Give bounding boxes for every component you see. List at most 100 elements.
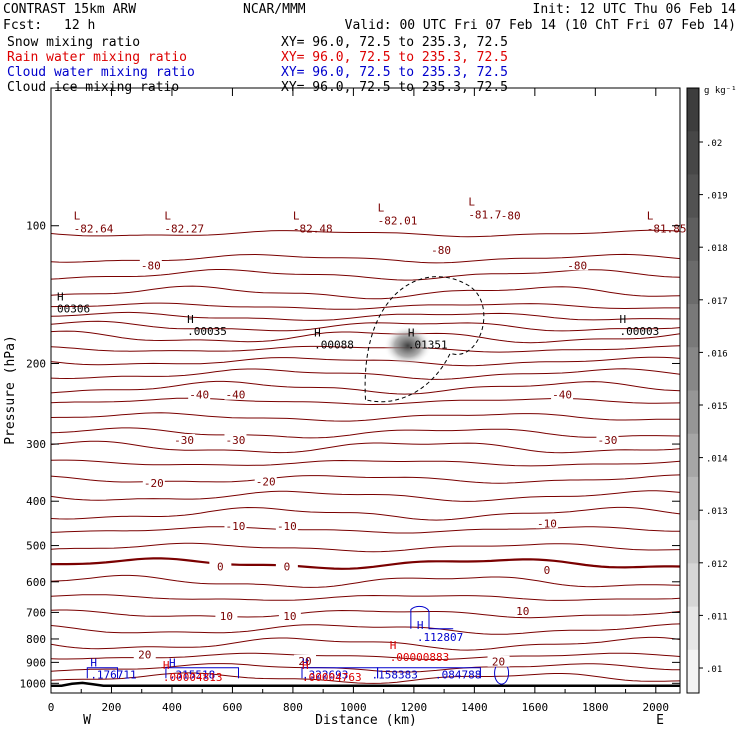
minimum-marker: L [164, 210, 171, 223]
field-name: Cloud water mixing ratio [7, 65, 195, 80]
field-name: Rain water mixing ratio [7, 50, 187, 65]
colorbar-swatch [687, 131, 699, 175]
contour-label-bg [224, 519, 247, 531]
x-tick-label: 400 [162, 701, 182, 714]
contour-label-bg [535, 517, 558, 529]
contour-label: 10 [283, 610, 296, 623]
temperature-contour [51, 636, 680, 651]
contour-label-bg [224, 388, 247, 400]
colorbar-swatch [687, 649, 699, 694]
contour-label-bg [275, 519, 298, 531]
model-title: CONTRAST 15km ARW [3, 2, 136, 17]
maximum-marker: H [302, 659, 309, 672]
init-time: Init: 12 UTC Thu 06 Feb 14 [533, 2, 737, 17]
contour-label: -20 [144, 477, 164, 490]
minimum-value: -81.7 [468, 208, 501, 221]
plot-area: -80 -80 -80 -80 -40 -40 -40 -30 -30 -30 -20 -20 -10 -… [50, 87, 687, 694]
colorbar-swatch [687, 520, 699, 564]
contour-label-bg [551, 388, 574, 400]
temperature-contour [51, 311, 680, 321]
contour-label-bg [275, 560, 298, 572]
maximum-marker: H [390, 639, 397, 652]
contour-label: -80 [431, 244, 451, 257]
colorbar-swatch [687, 563, 699, 608]
contour-label-bg [133, 648, 156, 660]
contour-label-bg [294, 654, 317, 666]
temperature-contour [51, 285, 680, 300]
contour-label: -10 [537, 517, 557, 530]
cloud-ice-contour [364, 276, 485, 403]
maximum-marker: H [620, 313, 627, 326]
minimum-value: -82.27 [164, 223, 204, 236]
colorbar-tick-label: .019 [706, 192, 728, 202]
contour-label: -30 [174, 434, 194, 447]
temperature-contour [51, 623, 680, 635]
contour-label: 0 [284, 561, 291, 574]
x-axis-title: Distance (km) [315, 713, 417, 728]
temperature-contour [51, 594, 680, 601]
colorbar-tick-label: .01 [706, 665, 722, 675]
x-tick-label: 2000 [643, 701, 670, 714]
colorbar-swatch [687, 304, 699, 348]
contour-label: -80 [501, 210, 521, 223]
maximum-value: .00003 [620, 325, 660, 338]
minimum-value: -81.85 [647, 223, 687, 236]
temperature-contour [51, 330, 680, 344]
y-tick-label: 300 [26, 438, 46, 451]
cloud-water-contour [377, 667, 481, 679]
maximum-marker: H [169, 657, 176, 670]
contour-label: 20 [138, 648, 151, 661]
contour-label-bg [596, 434, 619, 446]
minimum-marker: L [378, 202, 385, 215]
ice-maximum-shading [383, 325, 432, 366]
minimum-marker: L [468, 195, 475, 208]
contour-label: -20 [256, 475, 276, 488]
colorbar-tick-label: .012 [706, 560, 728, 570]
colorbar-swatch [687, 174, 699, 219]
contour-label-bg [173, 434, 196, 446]
colorbar-swatch [687, 433, 699, 478]
y-tick-label: 600 [26, 576, 46, 589]
contour-label: -30 [597, 434, 617, 447]
contour-label: -40 [189, 389, 209, 402]
maximum-value: .00000883 [390, 651, 450, 664]
field-name: Snow mixing ratio [7, 35, 140, 50]
colorbar-tick-label: .015 [706, 402, 728, 412]
contour-label: 20 [492, 656, 505, 669]
colorbar-tick-label: .014 [706, 455, 728, 465]
y-axis-title: Pressure (hPa) [3, 335, 18, 445]
colorbar-swatch [687, 606, 699, 651]
x-tick-label: 0 [48, 701, 55, 714]
temperature-contour [51, 397, 680, 406]
field-cross-section: XY= 96.0, 72.5 to 235.3, 72.5 [281, 35, 508, 50]
colorbar-swatch [687, 347, 699, 391]
plot-frame [50, 87, 681, 694]
cloud-water-contour [86, 667, 119, 679]
colorbar-tick-label: .018 [706, 244, 728, 254]
maximum-marker: H [57, 290, 64, 303]
maximum-marker: H [417, 619, 424, 632]
maximum-value: .322693 [302, 669, 348, 682]
contour-label-bg [142, 477, 165, 489]
y-tick-label: 800 [26, 633, 46, 646]
colorbar-swatch [687, 390, 699, 435]
field-legend: Snow mixing ratio XY= 96.0, 72.5 to 235.3… [7, 35, 508, 95]
colorbar-tick-label: .013 [706, 507, 728, 517]
contour-label: 10 [516, 605, 529, 618]
colorbar-swatch [687, 217, 699, 262]
contour-label: 0 [217, 561, 224, 574]
y-tick-label: 700 [26, 606, 46, 619]
maximum-value: .00004813 [163, 671, 223, 684]
y-tick-label: 400 [26, 495, 46, 508]
temperature-contour [51, 652, 680, 661]
colorbar-unit: g kg⁻¹ [704, 86, 737, 96]
y-tick-label: 100 [26, 220, 46, 233]
x-tick-label: 1800 [582, 701, 609, 714]
maximum-value: .00088 [314, 339, 354, 352]
contour-label: -10 [226, 520, 246, 533]
contour-label-bg [278, 610, 301, 622]
contour-label: -80 [141, 259, 161, 272]
maximum-value: .084788 [435, 669, 481, 682]
minimum-value: -82.48 [293, 223, 333, 236]
colorbar-frame [686, 87, 700, 694]
